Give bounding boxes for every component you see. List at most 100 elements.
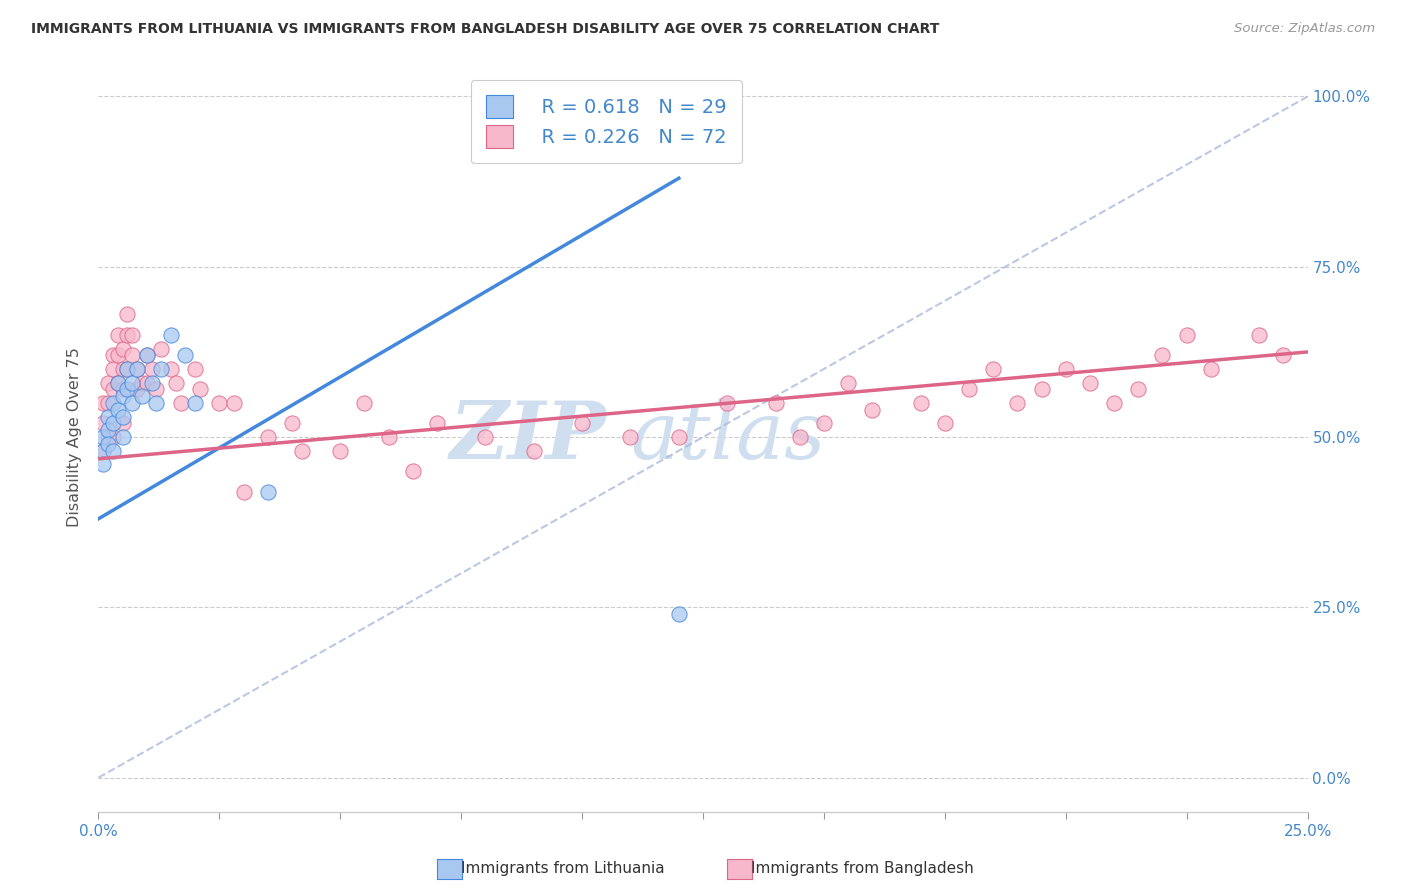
Point [131, 389, 153, 403]
Point [1007, 396, 1029, 410]
Point [716, 396, 738, 410]
Point [111, 389, 134, 403]
Point [127, 362, 149, 376]
Point [121, 327, 143, 342]
Point [668, 430, 690, 444]
Point [117, 308, 139, 322]
Point [101, 383, 124, 397]
Point [111, 417, 134, 431]
Point [117, 362, 139, 376]
Point [981, 362, 1004, 376]
Point [184, 362, 207, 376]
Point [121, 396, 143, 410]
Point [1175, 327, 1198, 342]
Point [402, 464, 425, 478]
Point [111, 362, 134, 376]
Point [377, 430, 399, 444]
Point [97, 409, 120, 424]
Point [107, 376, 129, 390]
Point [1102, 396, 1125, 410]
Point [127, 383, 149, 397]
Point [141, 376, 163, 390]
Point [91, 417, 114, 431]
Point [91, 443, 114, 458]
Point [474, 430, 496, 444]
Point [121, 348, 143, 362]
Point [111, 409, 134, 424]
Point [150, 342, 173, 356]
Point [571, 417, 593, 431]
Point [107, 327, 129, 342]
Point [353, 396, 375, 410]
Point [256, 430, 278, 444]
Point [860, 402, 883, 417]
Point [97, 423, 120, 437]
Point [111, 342, 134, 356]
Point [256, 484, 278, 499]
Point [232, 484, 254, 499]
Point [135, 348, 157, 362]
Point [619, 430, 641, 444]
Point [169, 396, 191, 410]
Point [107, 376, 129, 390]
Point [101, 396, 124, 410]
Point [329, 443, 352, 458]
Point [145, 396, 167, 410]
Point [141, 362, 163, 376]
Point [1249, 327, 1271, 342]
Point [91, 458, 114, 472]
Point [111, 383, 134, 397]
Point [1031, 383, 1053, 397]
Point [160, 327, 183, 342]
Point [184, 396, 207, 410]
Point [208, 396, 231, 410]
Point [222, 396, 245, 410]
Point [111, 430, 134, 444]
Point [117, 362, 139, 376]
Point [1078, 376, 1101, 390]
Point [121, 376, 143, 390]
Point [135, 348, 157, 362]
Point [837, 376, 859, 390]
Text: Immigrants from Bangladesh: Immigrants from Bangladesh [751, 862, 974, 876]
Point [290, 443, 312, 458]
Point [150, 362, 173, 376]
Point [107, 402, 129, 417]
Point [957, 383, 980, 397]
Text: Immigrants from Lithuania: Immigrants from Lithuania [461, 862, 665, 876]
Point [97, 430, 120, 444]
Point [97, 376, 120, 390]
Point [426, 417, 449, 431]
Point [523, 443, 546, 458]
Point [117, 327, 139, 342]
Point [934, 417, 956, 431]
Point [188, 383, 211, 397]
Point [1272, 348, 1295, 362]
Text: ZIP: ZIP [450, 399, 606, 475]
Point [117, 383, 139, 397]
Point [97, 437, 120, 451]
Point [101, 348, 124, 362]
Legend:   R = 0.618   N = 29,   R = 0.226   N = 72: R = 0.618 N = 29, R = 0.226 N = 72 [471, 79, 742, 163]
Text: IMMIGRANTS FROM LITHUANIA VS IMMIGRANTS FROM BANGLADESH DISABILITY AGE OVER 75 C: IMMIGRANTS FROM LITHUANIA VS IMMIGRANTS … [31, 22, 939, 37]
Point [668, 607, 690, 622]
Point [165, 376, 187, 390]
Point [789, 430, 811, 444]
Point [1128, 383, 1150, 397]
Point [127, 362, 149, 376]
Point [97, 396, 120, 410]
Point [174, 348, 197, 362]
Point [813, 417, 835, 431]
Point [281, 417, 304, 431]
Point [101, 430, 124, 444]
Point [910, 396, 932, 410]
Point [1199, 362, 1222, 376]
Point [1152, 348, 1174, 362]
Point [1054, 362, 1077, 376]
Point [131, 376, 153, 390]
Point [135, 376, 157, 390]
Point [101, 417, 124, 431]
Text: atlas: atlas [630, 399, 825, 475]
Point [107, 348, 129, 362]
Y-axis label: Disability Age Over 75: Disability Age Over 75 [67, 347, 83, 527]
